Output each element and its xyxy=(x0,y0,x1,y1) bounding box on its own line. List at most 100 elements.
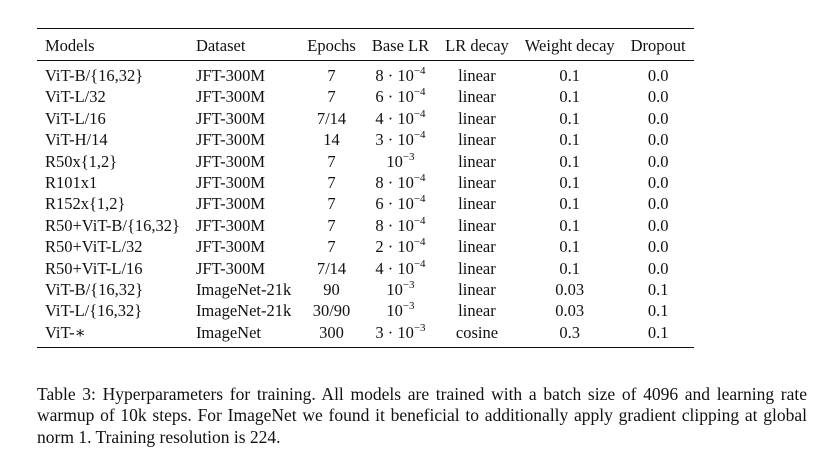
cell-dropout: 0.0 xyxy=(647,258,669,278)
header-lr-decay: LR decay xyxy=(445,35,509,55)
hyperparameter-table: Models Dataset Epochs Base LR LR decay W… xyxy=(37,28,694,348)
table-row: R50+ViT-B/{16,32} JFT-300M 7 8 · 10−4 linear… xyxy=(37,215,694,236)
base-lr-exponent: −4 xyxy=(413,236,426,249)
cell-model: ViT-B/{16,32} xyxy=(45,66,144,85)
cell-epochs: 300 xyxy=(319,322,344,342)
cell-dataset: JFT-300M xyxy=(195,173,266,193)
cell-model: ViT-H/14 xyxy=(45,130,108,150)
cell-model: R50+ViT-B/{16,32} xyxy=(45,215,180,235)
cell-dropout: 0.0 xyxy=(647,66,669,85)
cell-weight-decay: 0.1 xyxy=(559,237,581,257)
table-row: R152x{1,2} JFT-300M 7 6 · 10−4 linear 0.1 0.0 xyxy=(37,193,694,214)
table-row: R101x1 JFT-300M 7 8 · 10−4 linear 0.1 0.0 xyxy=(37,172,694,193)
cell-base-lr: 2 · 10−4 xyxy=(364,236,437,257)
base-lr-mantissa: 6 · 10 xyxy=(375,87,414,107)
base-lr-exponent: −4 xyxy=(413,107,426,120)
cell-dataset: ImageNet-21k xyxy=(195,301,292,321)
header-models: Models xyxy=(45,35,95,55)
base-lr-exponent: −4 xyxy=(413,65,426,77)
cell-dataset: JFT-300M xyxy=(195,258,266,278)
header-epochs: Epochs xyxy=(307,35,356,55)
cell-dataset: JFT-300M xyxy=(195,130,266,150)
cell-lr-decay: linear xyxy=(458,237,496,257)
cell-dataset: JFT-300M xyxy=(195,151,266,171)
cell-lr-decay: linear xyxy=(458,194,496,214)
cell-base-lr: 10−3 xyxy=(364,300,437,321)
cell-dropout: 0.0 xyxy=(647,215,669,235)
base-lr-mantissa: 8 · 10 xyxy=(375,215,414,235)
table-row: ViT-L/32 JFT-300M 7 6 · 10−4 linear 0.1 0.0 xyxy=(37,86,694,107)
cell-model: R50x{1,2} xyxy=(45,151,118,171)
table-row: ViT-B/{16,32} JFT-300M 7 8 · 10−4 linear 0.1 0… xyxy=(37,61,694,87)
cell-epochs: 30/90 xyxy=(312,301,351,321)
base-lr-exponent: −3 xyxy=(402,150,415,163)
cell-model: R101x1 xyxy=(45,173,98,193)
base-lr-mantissa: 6 · 10 xyxy=(375,194,414,214)
base-lr-mantissa: 3 · 10 xyxy=(375,322,414,342)
cell-dropout: 0.0 xyxy=(647,237,669,257)
cell-lr-decay: linear xyxy=(458,108,496,128)
header-row: Models Dataset Epochs Base LR LR decay W… xyxy=(37,28,694,61)
cell-epochs: 7 xyxy=(327,173,336,193)
cell-base-lr: 4 · 10−4 xyxy=(364,108,437,129)
table-header: Models Dataset Epochs Base LR LR decay W… xyxy=(37,28,694,61)
cell-lr-decay: linear xyxy=(458,173,496,193)
base-lr-mantissa: 2 · 10 xyxy=(375,237,414,257)
cell-dropout: 0.0 xyxy=(647,151,669,171)
cell-epochs: 7 xyxy=(327,215,336,235)
base-lr-mantissa: 4 · 10 xyxy=(375,108,414,128)
cell-model: ViT-L/16 xyxy=(45,108,106,128)
cell-dataset: ImageNet-21k xyxy=(195,280,292,300)
base-lr-exponent: −4 xyxy=(413,193,426,206)
cell-base-lr: 8 · 10−4 xyxy=(364,61,437,87)
cell-dataset: JFT-300M xyxy=(195,215,266,235)
cell-epochs: 7 xyxy=(327,194,336,214)
cell-weight-decay: 0.1 xyxy=(559,108,581,128)
base-lr-exponent: −4 xyxy=(413,86,426,99)
cell-lr-decay: linear xyxy=(458,87,496,107)
cell-model: ViT-∗ xyxy=(45,322,86,342)
cell-base-lr: 8 · 10−4 xyxy=(364,215,437,236)
cell-dataset: JFT-300M xyxy=(195,66,266,85)
base-lr-mantissa: 10 xyxy=(386,151,403,171)
header-weight-decay: Weight decay xyxy=(524,35,615,55)
cell-dropout: 0.0 xyxy=(647,87,669,107)
cell-model: ViT-L/{16,32} xyxy=(45,301,143,321)
cell-epochs: 7 xyxy=(327,87,336,107)
cell-base-lr: 6 · 10−4 xyxy=(364,193,437,214)
base-lr-mantissa: 3 · 10 xyxy=(375,130,414,150)
cell-lr-decay: linear xyxy=(458,301,496,321)
cell-model: ViT-L/32 xyxy=(45,87,106,107)
cell-epochs: 14 xyxy=(323,130,340,150)
base-lr-exponent: −4 xyxy=(413,257,426,270)
cell-dropout: 0.0 xyxy=(647,173,669,193)
cell-model: ViT-B/{16,32} xyxy=(45,280,144,300)
cell-lr-decay: linear xyxy=(458,151,496,171)
cell-weight-decay: 0.1 xyxy=(559,215,581,235)
cell-lr-decay: linear xyxy=(458,130,496,150)
table-row: ViT-L/16 JFT-300M 7/14 4 · 10−4 linear 0.1 0.0 xyxy=(37,108,694,129)
cell-base-lr: 8 · 10−4 xyxy=(364,172,437,193)
cell-dataset: JFT-300M xyxy=(195,108,266,128)
cell-model: R152x{1,2} xyxy=(45,194,126,214)
base-lr-exponent: −4 xyxy=(413,129,426,142)
table-row: ViT-L/{16,32} ImageNet-21k 30/90 10−3 linear… xyxy=(37,300,694,321)
cell-weight-decay: 0.1 xyxy=(559,151,581,171)
base-lr-exponent: −3 xyxy=(402,300,415,313)
cell-weight-decay: 0.3 xyxy=(559,322,581,342)
table-row: ViT-∗ ImageNet 300 3 · 10−3 cosine 0.3 0.1 xyxy=(37,322,694,348)
cell-base-lr: 6 · 10−4 xyxy=(364,86,437,107)
cell-base-lr: 10−3 xyxy=(364,279,437,300)
cell-base-lr: 4 · 10−4 xyxy=(364,258,437,279)
cell-weight-decay: 0.1 xyxy=(559,194,581,214)
base-lr-exponent: −3 xyxy=(402,279,415,292)
cell-weight-decay: 0.03 xyxy=(555,280,585,300)
table-caption: Table 3: Hyperparameters for training. A… xyxy=(37,383,807,447)
cell-dataset: JFT-300M xyxy=(195,237,266,257)
cell-base-lr: 3 · 10−4 xyxy=(364,129,437,150)
header-dropout: Dropout xyxy=(630,35,686,55)
base-lr-exponent: −4 xyxy=(413,214,426,227)
cell-lr-decay: cosine xyxy=(455,322,499,342)
table-row: ViT-B/{16,32} ImageNet-21k 90 10−3 linear 0.0… xyxy=(37,279,694,300)
cell-epochs: 7/14 xyxy=(316,258,347,278)
